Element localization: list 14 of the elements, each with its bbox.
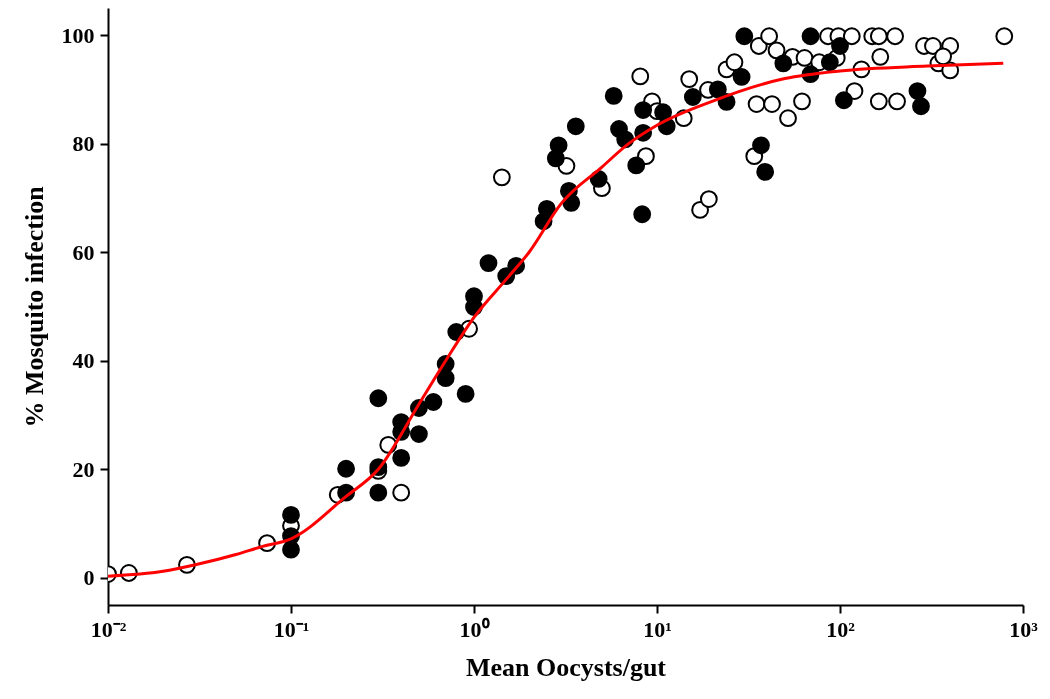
y-tick-label: 20 bbox=[72, 456, 95, 482]
y-tick-label: 40 bbox=[72, 348, 95, 374]
x-axis-title: Mean Oocysts/gut bbox=[465, 652, 667, 682]
x-tick-label: 10³ bbox=[1009, 616, 1039, 642]
y-tick-label: 60 bbox=[72, 239, 95, 265]
x-tick-label: 10⁻¹ bbox=[273, 616, 310, 642]
y-tick-label: 0 bbox=[83, 565, 95, 591]
x-tick-label: 10⁻² bbox=[90, 616, 127, 642]
y-tick-label: 80 bbox=[72, 131, 95, 157]
x-tick-label: 10⁰ bbox=[459, 616, 490, 642]
x-tick-label: 10¹ bbox=[643, 616, 672, 642]
x-tick-label: 10² bbox=[826, 616, 856, 642]
y-axis-title: % Mosquito infection bbox=[19, 185, 49, 428]
y-tick-label: 100 bbox=[61, 22, 95, 48]
